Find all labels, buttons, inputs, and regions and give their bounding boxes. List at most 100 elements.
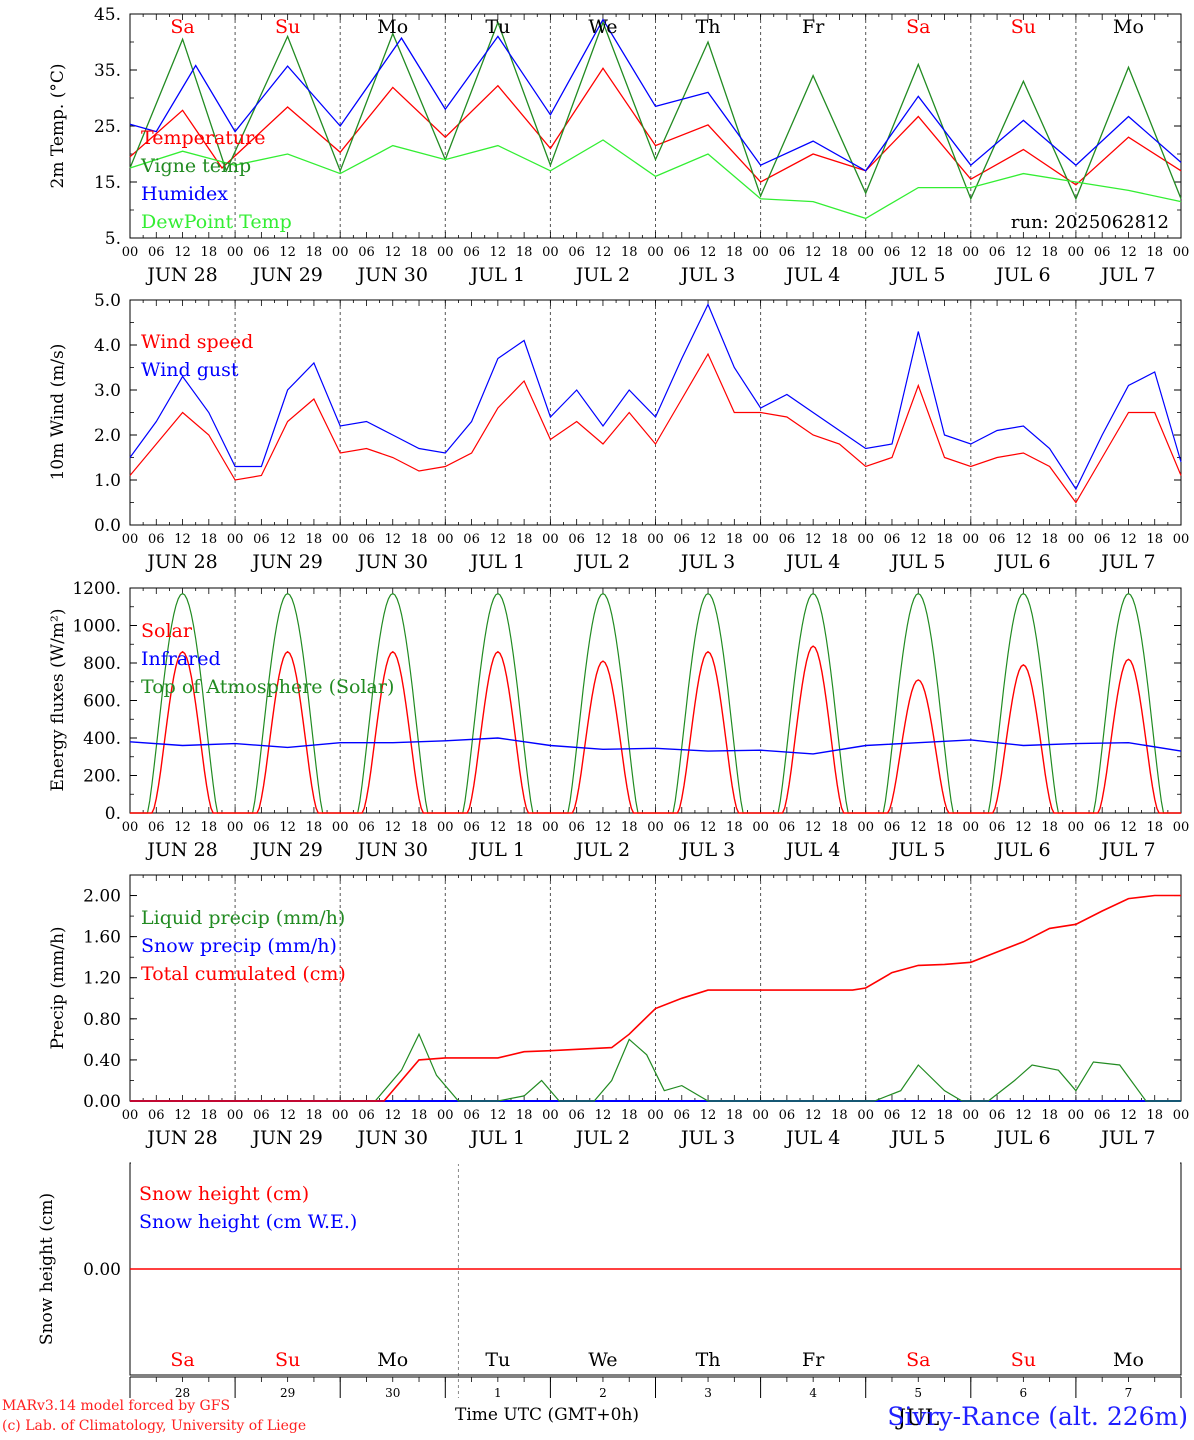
panel-2-hour-label: 12: [595, 820, 612, 835]
panel-0-hour-label: 18: [1041, 245, 1058, 260]
panel-3-hour-label: 12: [1015, 1108, 1032, 1123]
panel-4-legend-entry: Snow height (cm W.E.): [139, 1211, 357, 1233]
panel-3-hour-label: 12: [384, 1108, 401, 1123]
panel-1-date-label: JUL 5: [889, 551, 945, 573]
panel-0-hour-label: 06: [779, 245, 796, 260]
panel-1-hour-label: 06: [1094, 532, 1111, 547]
panel-0-ytick-label: 15.: [94, 173, 121, 193]
panel-2-ytick-label: 1200.: [72, 579, 121, 599]
panel-3-legend-entry: Total cumulated (cm): [141, 963, 346, 985]
panel-1-date-label: JUN 29: [250, 551, 322, 573]
panel-0-ytick-label: 35.: [94, 61, 121, 81]
panel-0-hour-label: 06: [674, 245, 691, 260]
panel-3-hour-label: 00: [1068, 1108, 1085, 1123]
panel-2-hour-label: 06: [1094, 820, 1111, 835]
panel-2-hour-label: 12: [490, 820, 507, 835]
panel-0-weekday-label: We: [588, 16, 617, 38]
panel-2-hour-label: 00: [122, 820, 139, 835]
panel-3-hour-label: 12: [805, 1108, 822, 1123]
panel-3-hour-label: 18: [201, 1108, 218, 1123]
panel-2-hour-label: 06: [884, 820, 901, 835]
panel-1-hour-label: 12: [700, 532, 717, 547]
panel-2-hour-label: 18: [936, 820, 953, 835]
panel-0-series-temperature: [129, 67, 1182, 186]
panel-3-hour-label: 18: [936, 1108, 953, 1123]
panel-2-hour-label: 12: [1015, 820, 1032, 835]
panel-0-hour-label: 00: [1068, 245, 1085, 260]
panel-3-hour-label: 06: [568, 1108, 585, 1123]
panel-2-hour-label: 00: [752, 820, 769, 835]
panel-2-hour-label: 18: [726, 820, 743, 835]
panel-3-legend-entry: Snow precip (mm/h): [141, 935, 337, 957]
panel-3-hour-label: 00: [122, 1108, 139, 1123]
panel-3-hour-label: 06: [253, 1108, 270, 1123]
panel-3-date-label: JUN 29: [250, 1127, 322, 1149]
panel-3-date-label: JUN 30: [356, 1127, 428, 1149]
panel-4-weekday-label: Mo: [1113, 1349, 1144, 1371]
panel-1-date-label: JUL 6: [994, 551, 1050, 573]
panel-0-weekday-label: Su: [275, 16, 300, 38]
panel-1-hour-label: 12: [174, 532, 191, 547]
panel-2-hour-label: 00: [227, 820, 244, 835]
panel-4-day-number: 29: [280, 1386, 295, 1400]
panel-2-hour-label: 06: [253, 820, 270, 835]
panel-4-month-label: JUL: [895, 1406, 939, 1431]
panel-1-hour-label: 12: [279, 532, 296, 547]
panel-4-weekday-label: Fr: [802, 1349, 825, 1371]
panel-1-hour-label: 00: [1173, 532, 1190, 547]
panel-0-hour-label: 18: [411, 245, 428, 260]
panel-2-date-label: JUN 28: [145, 839, 217, 861]
panel-3-ytick-label: 0.00: [83, 1092, 121, 1112]
panel-2-hour-label: 00: [1068, 820, 1085, 835]
panel-4-weekday-label: Tu: [485, 1349, 510, 1371]
panel-0-date-label: JUL 7: [1099, 264, 1155, 286]
panel-0-hour-label: 12: [384, 245, 401, 260]
panel-4-legend-entry: Snow height (cm): [139, 1183, 309, 1205]
panel-4-day-number: 6: [1020, 1386, 1028, 1400]
panel-1-hour-label: 06: [674, 532, 691, 547]
panel-2-date-label: JUL 2: [574, 839, 630, 861]
station-name: Sivry-Rance (alt. 226m): [887, 1402, 1188, 1431]
panel-0-weekday-label: Sa: [170, 16, 194, 38]
panel-0-hour-label: 06: [463, 245, 480, 260]
panel-1-ytick-label: 0.0: [94, 516, 121, 536]
panel-3-hour-label: 06: [148, 1108, 165, 1123]
panel-0-hour-label: 06: [253, 245, 270, 260]
panel-2-hour-label: 06: [463, 820, 480, 835]
panel-0-date-label: JUL 4: [784, 264, 840, 286]
panel-4-weekday-label: Su: [275, 1349, 300, 1371]
panel-0-hour-label: 00: [227, 245, 244, 260]
panel-1-hour-label: 12: [910, 532, 927, 547]
panel-3-date-label: JUL 5: [889, 1127, 945, 1149]
panel-1-hour-label: 18: [1041, 532, 1058, 547]
panel-3-hour-label: 00: [542, 1108, 559, 1123]
panel-0-hour-label: 12: [595, 245, 612, 260]
panel-0-hour-label: 18: [516, 245, 533, 260]
panel-1-hour-label: 00: [332, 532, 349, 547]
panel-1-date-label: JUL 1: [469, 551, 525, 573]
panel-1-hour-label: 18: [516, 532, 533, 547]
panel-2-hour-label: 06: [568, 820, 585, 835]
panel-1-hour-label: 06: [568, 532, 585, 547]
panel-3-hour-label: 12: [490, 1108, 507, 1123]
panel-3-hour-label: 12: [910, 1108, 927, 1123]
panel-1-hour-label: 18: [306, 532, 323, 547]
panel-0-hour-label: 12: [700, 245, 717, 260]
panel-1-date-label: JUN 30: [356, 551, 428, 573]
panel-3-hour-label: 18: [726, 1108, 743, 1123]
credit-model: MARv3.14 model forced by GFS: [2, 1398, 231, 1414]
panel-1-date-label: JUL 7: [1099, 551, 1155, 573]
panel-1-hour-label: 18: [1146, 532, 1163, 547]
panel-1-hour-label: 18: [726, 532, 743, 547]
panel-1-series-wind-speed: [129, 352, 1182, 504]
panel-0-hour-label: 00: [122, 245, 139, 260]
panel-3-hour-label: 12: [595, 1108, 612, 1123]
panel-3-date-label: JUL 4: [784, 1127, 840, 1149]
panel-4-day-number: 7: [1125, 1386, 1133, 1400]
panel-1-hour-label: 12: [595, 532, 612, 547]
panel-4-weekday-label: Su: [1011, 1349, 1036, 1371]
panel-1-hour-label: 00: [437, 532, 454, 547]
panel-0-hour-label: 06: [148, 245, 165, 260]
panel-1-hour-label: 00: [857, 532, 874, 547]
